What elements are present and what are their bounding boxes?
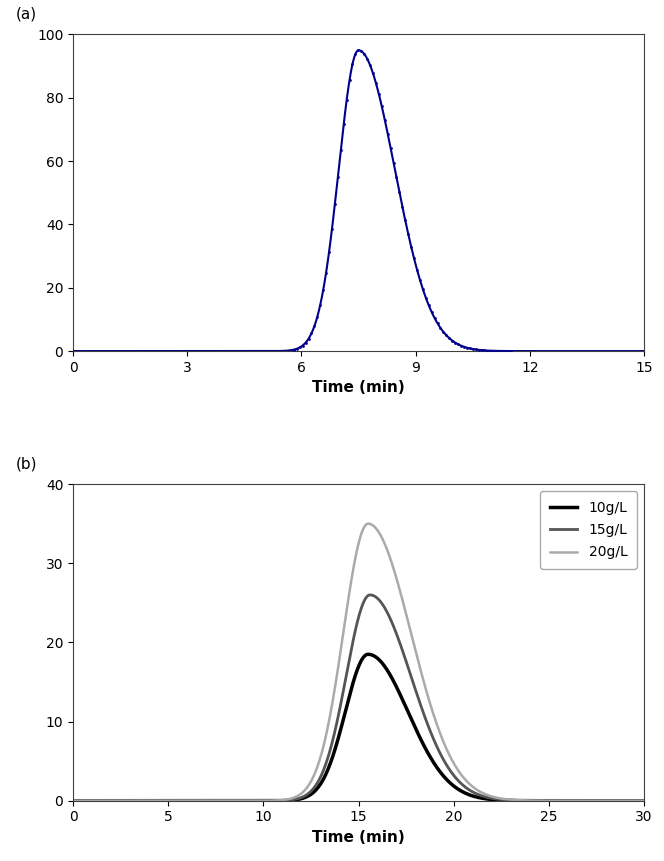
10g/L — [69, 796, 77, 806]
Line: 15g/L: 15g/L — [73, 595, 644, 801]
Text: (b): (b) — [16, 456, 37, 472]
15g/L — [640, 796, 648, 806]
20g/L — [623, 796, 631, 806]
10g/L — [519, 796, 527, 806]
15g/L — [623, 796, 631, 806]
Line: 20g/L: 20g/L — [73, 523, 644, 801]
15g/L — [519, 796, 527, 806]
10g/L — [347, 686, 355, 697]
Text: (a): (a) — [16, 7, 37, 22]
15g/L — [69, 796, 77, 806]
20g/L — [640, 796, 648, 806]
20g/L — [98, 796, 106, 806]
15g/L — [98, 796, 106, 806]
20g/L — [364, 518, 372, 529]
10g/L — [331, 742, 339, 753]
15g/L — [366, 590, 374, 600]
10g/L — [364, 649, 372, 660]
10g/L — [640, 796, 648, 806]
X-axis label: Time (min): Time (min) — [312, 381, 405, 395]
20g/L — [519, 796, 527, 806]
15g/L — [331, 723, 339, 734]
20g/L — [347, 579, 355, 589]
Line: 10g/L: 10g/L — [73, 654, 644, 801]
Legend: 10g/L, 15g/L, 20g/L: 10g/L, 15g/L, 20g/L — [540, 491, 637, 569]
20g/L — [69, 796, 77, 806]
10g/L — [98, 796, 106, 806]
X-axis label: Time (min): Time (min) — [312, 830, 405, 845]
10g/L — [623, 796, 631, 806]
15g/L — [623, 796, 631, 806]
10g/L — [623, 796, 631, 806]
15g/L — [347, 647, 355, 658]
20g/L — [331, 678, 339, 689]
20g/L — [623, 796, 631, 806]
